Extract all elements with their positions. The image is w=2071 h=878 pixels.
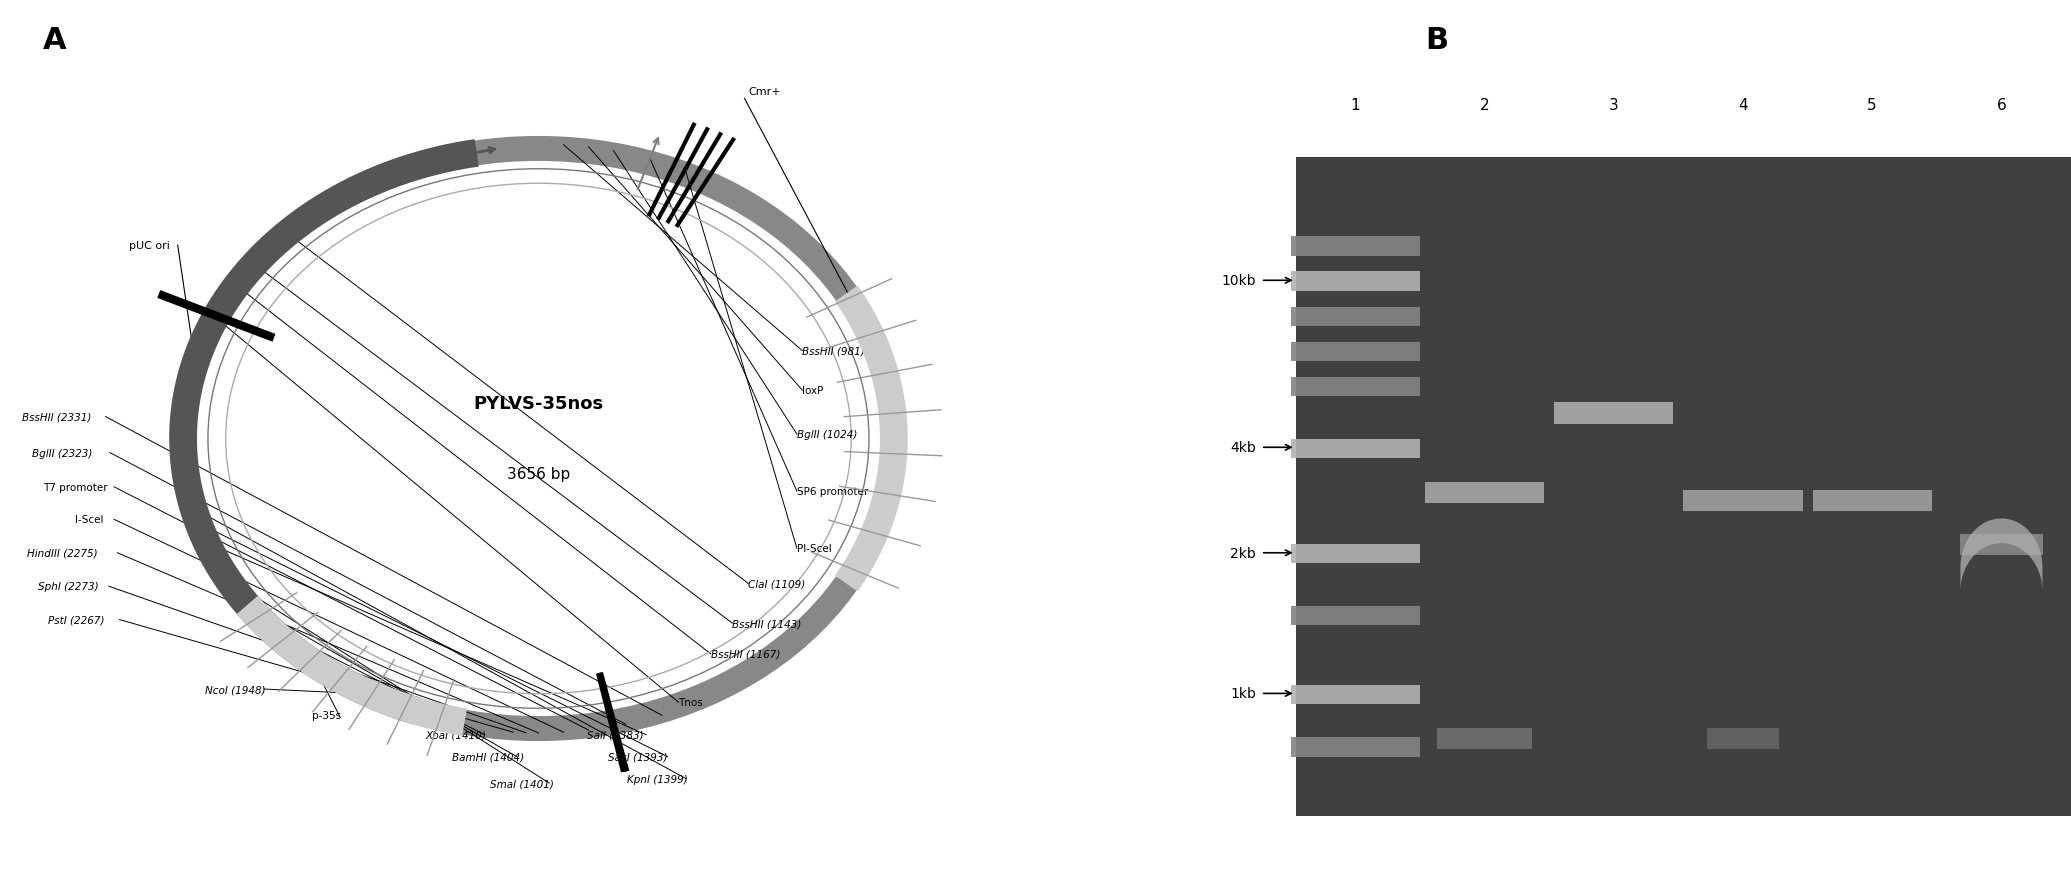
Bar — [1707, 728, 1779, 749]
Text: 3: 3 — [1609, 97, 1620, 113]
Text: 2: 2 — [1479, 97, 1489, 113]
Text: I-SceI: I-SceI — [75, 515, 104, 525]
Bar — [1290, 606, 1421, 625]
Text: 4kb: 4kb — [1230, 441, 1255, 455]
Bar — [1290, 738, 1421, 757]
Text: T7 promoter: T7 promoter — [43, 482, 108, 493]
Text: p-35s: p-35s — [313, 710, 342, 721]
Text: SP6 promoter: SP6 promoter — [797, 486, 868, 497]
Text: BssHII (2331): BssHII (2331) — [21, 412, 91, 422]
Bar — [1290, 378, 1421, 397]
Text: KpnI (1399): KpnI (1399) — [628, 774, 688, 784]
Bar — [1290, 544, 1421, 564]
Text: NcoI (1948): NcoI (1948) — [205, 684, 265, 694]
Text: SalI (1383): SalI (1383) — [586, 730, 644, 740]
Bar — [1959, 535, 2044, 556]
Bar — [1812, 491, 1932, 512]
Text: 1: 1 — [1350, 97, 1361, 113]
Text: Tnos: Tnos — [679, 697, 704, 708]
Text: 5: 5 — [1868, 97, 1876, 113]
Text: loxP: loxP — [801, 385, 824, 396]
Text: B: B — [1425, 26, 1448, 55]
Bar — [1437, 728, 1533, 749]
Bar — [1553, 403, 1673, 424]
Bar — [1425, 482, 1545, 503]
Text: 1kb: 1kb — [1230, 687, 1255, 701]
Text: 2kb: 2kb — [1230, 546, 1255, 560]
Text: pUC ori: pUC ori — [128, 241, 170, 251]
Text: PstI (2267): PstI (2267) — [48, 615, 106, 625]
Text: BglII (2323): BglII (2323) — [33, 448, 93, 458]
Text: BssHII (1167): BssHII (1167) — [710, 649, 781, 659]
Text: SacI (1393): SacI (1393) — [609, 752, 669, 762]
Text: XbaI (1410): XbaI (1410) — [425, 730, 487, 740]
Text: PYLVS-35nos: PYLVS-35nos — [474, 395, 603, 413]
Bar — [1684, 491, 1802, 512]
Text: Cmr+: Cmr+ — [748, 87, 781, 97]
Text: BssHII (981): BssHII (981) — [801, 346, 866, 356]
Bar — [1290, 307, 1421, 327]
Text: ClaI (1109): ClaI (1109) — [748, 579, 806, 589]
Text: BssHII (1143): BssHII (1143) — [733, 618, 801, 629]
Bar — [1290, 439, 1421, 458]
Text: PI-SceI: PI-SceI — [797, 543, 833, 554]
Text: 4: 4 — [1738, 97, 1748, 113]
Text: A: A — [43, 26, 66, 55]
Bar — [1290, 272, 1421, 291]
Text: 10kb: 10kb — [1222, 274, 1255, 288]
Text: 3656 bp: 3656 bp — [507, 466, 570, 482]
Text: 6: 6 — [1996, 97, 2007, 113]
Bar — [1290, 685, 1421, 704]
Bar — [1290, 342, 1421, 362]
Bar — [1290, 237, 1421, 256]
Text: BglII (1024): BglII (1024) — [797, 429, 857, 440]
Bar — [1296, 158, 2071, 817]
Text: BamHI (1404): BamHI (1404) — [451, 752, 524, 762]
Text: SmaI (1401): SmaI (1401) — [491, 778, 553, 788]
Text: HindIII (2275): HindIII (2275) — [27, 548, 97, 558]
Text: SphI (2273): SphI (2273) — [37, 581, 97, 592]
